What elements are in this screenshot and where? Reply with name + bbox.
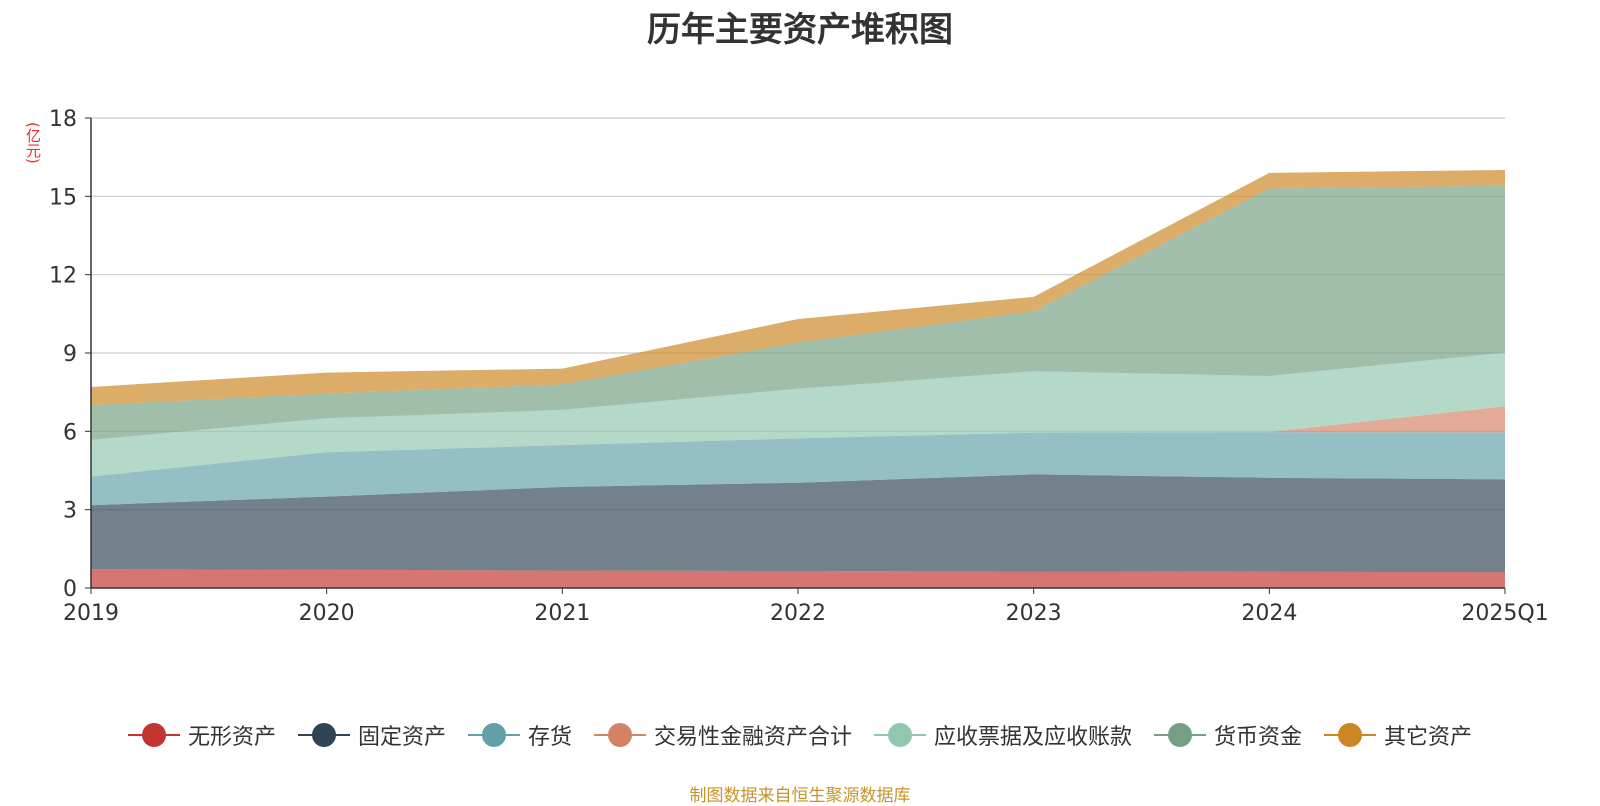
area-1 [91, 569, 1505, 588]
x-tick-label: 2019 [63, 601, 119, 626]
y-tick-label: 0 [63, 577, 77, 602]
x-tick-label: 2023 [1006, 601, 1062, 626]
legend-marker-icon [1324, 723, 1377, 747]
legend: 无形资产 固定资产 存货 交易性金融资产合计 应收票据及应收账款 货币资金 其它资产 [0, 719, 1600, 751]
area-6 [91, 185, 1505, 440]
legend-item[interactable]: 货币资金 [1154, 719, 1302, 751]
legend-label: 其它资产 [1384, 725, 1473, 750]
legend-item[interactable]: 其它资产 [1324, 719, 1472, 751]
x-tick-label: 2025Q1 [1461, 601, 1548, 626]
legend-item[interactable]: 存货 [467, 719, 572, 751]
legend-marker-icon [593, 723, 646, 747]
legend-marker-icon [127, 723, 180, 747]
x-tick-label: 2022 [770, 601, 826, 626]
area-5 [91, 352, 1505, 477]
legend-label: 固定资产 [357, 725, 446, 750]
chart-title: 历年主要资产堆积图 [647, 10, 953, 50]
legend-item[interactable]: 交易性金融资产合计 [593, 719, 852, 751]
legend-item[interactable]: 应收票据及应收账款 [874, 719, 1132, 751]
y-tick-label: 12 [49, 264, 77, 289]
y-tick-label: 18 [49, 107, 77, 132]
legend-label: 应收票据及应收账款 [934, 725, 1133, 750]
y-tick-label: 9 [63, 342, 77, 367]
legend-marker-icon [1154, 723, 1207, 747]
legend-item[interactable]: 无形资产 [127, 719, 276, 751]
area-2 [91, 474, 1505, 573]
y-tick-label: 3 [63, 499, 77, 524]
x-tick-label: 2020 [299, 601, 355, 626]
area-7 [91, 169, 1505, 406]
x-tick-label: 2021 [534, 601, 590, 626]
y-tick-label: 6 [63, 420, 77, 445]
y-tick-label: 15 [49, 185, 77, 210]
legend-label: 无形资产 [187, 725, 276, 750]
source-note: 制图数据来自恒生聚源数据库 [689, 786, 911, 806]
stacked-area-chart: 0 3 6 9 12 15 18 2019 2020 2021 2022 2023 2024 2025Q1 [49, 107, 1549, 626]
legend-label: 存货 [527, 725, 572, 750]
legend-marker-icon [297, 723, 350, 747]
legend-marker-icon [874, 723, 926, 747]
axes: 0 3 6 9 12 15 18 2019 2020 2021 2022 2023 2024 2025Q1 [49, 107, 1549, 626]
x-tick-label: 2024 [1241, 601, 1297, 626]
y-axis-unit: (亿元) [24, 122, 42, 164]
legend-label: 交易性金融资产合计 [653, 725, 852, 750]
legend-label: 货币资金 [1214, 725, 1303, 750]
legend-marker-icon [467, 723, 520, 747]
area-3 [91, 432, 1505, 506]
area-series [91, 169, 1505, 588]
legend-item[interactable]: 固定资产 [297, 719, 446, 751]
